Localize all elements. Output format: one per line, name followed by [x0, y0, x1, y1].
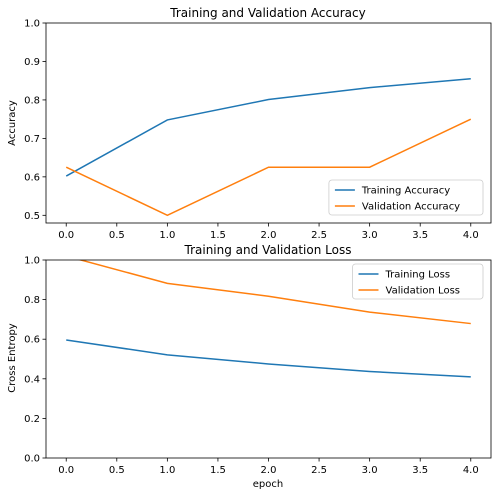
- loss-legend-label-1: Training Loss: [385, 270, 451, 281]
- accuracy-y-tick-label: 0.5: [24, 211, 40, 222]
- accuracy-y-tick-label: 0.8: [24, 95, 40, 106]
- loss-x-axis-label: epoch: [253, 479, 283, 490]
- accuracy-x-tick-label: 3.5: [412, 230, 428, 241]
- accuracy-x-tick-label: 2.0: [261, 230, 277, 241]
- loss-series-line-2: [78, 260, 471, 325]
- accuracy-chart-title: Training and Validation Accuracy: [169, 6, 365, 20]
- loss-x-tick-label: 0.0: [58, 465, 74, 476]
- accuracy-y-tick-label: 0.9: [24, 57, 40, 68]
- loss-x-tick-label: 0.5: [109, 465, 125, 476]
- loss-y-tick-label: 0.6: [24, 335, 40, 346]
- loss-legend-label-2: Validation Loss: [386, 286, 461, 297]
- accuracy-x-tick-label: 3.0: [362, 230, 378, 241]
- loss-y-tick-label: 0.0: [24, 454, 40, 465]
- accuracy-x-tick-label: 4.0: [463, 230, 479, 241]
- accuracy-legend: Training Accuracy Validation Accuracy: [328, 179, 484, 216]
- loss-x-tick-label: 2.0: [261, 465, 277, 476]
- accuracy-y-tick-label: 0.6: [24, 172, 40, 183]
- loss-y-tick-label: 0.8: [24, 295, 40, 306]
- loss-x-tick-label: 2.5: [311, 465, 327, 476]
- accuracy-legend-label-1: Training Accuracy: [361, 186, 450, 197]
- accuracy-x-tick-label: 2.5: [311, 230, 327, 241]
- accuracy-series-line-1: [65, 78, 471, 177]
- loss-x-tick-label: 4.0: [463, 465, 479, 476]
- loss-x-tick-label: 1.0: [159, 465, 175, 476]
- accuracy-chart: Training and Validation Accuracy Accurac…: [7, 6, 492, 241]
- loss-chart-title: Training and Validation Loss: [184, 243, 352, 257]
- loss-y-axis-label: Cross Entropy: [7, 323, 18, 393]
- accuracy-legend-label-2: Validation Accuracy: [362, 202, 460, 213]
- accuracy-y-tick-label: 1.0: [24, 19, 40, 30]
- loss-y-tick-label: 0.2: [24, 414, 40, 425]
- loss-legend-box: [352, 263, 484, 300]
- accuracy-legend-box: [328, 179, 484, 216]
- accuracy-x-tick-label: 0.0: [58, 230, 74, 241]
- loss-chart: Training and Validation Loss Cross Entro…: [7, 243, 492, 490]
- loss-y-tick-label: 1.0: [24, 256, 40, 267]
- accuracy-x-tick-label: 0.5: [109, 230, 125, 241]
- loss-x-tick-label: 3.0: [362, 465, 378, 476]
- loss-x-tick-label: 1.5: [210, 465, 226, 476]
- loss-x-tick-label: 3.5: [412, 465, 428, 476]
- loss-series-line-1: [66, 339, 471, 378]
- accuracy-y-axis-label: Accuracy: [7, 100, 18, 146]
- accuracy-x-tick-label: 1.0: [159, 230, 175, 241]
- accuracy-y-tick-label: 0.7: [24, 134, 40, 145]
- accuracy-series-line-2: [65, 118, 472, 217]
- loss-legend: Training Loss Validation Loss: [352, 263, 484, 300]
- loss-y-tick-label: 0.4: [24, 374, 40, 385]
- accuracy-x-tick-label: 1.5: [210, 230, 226, 241]
